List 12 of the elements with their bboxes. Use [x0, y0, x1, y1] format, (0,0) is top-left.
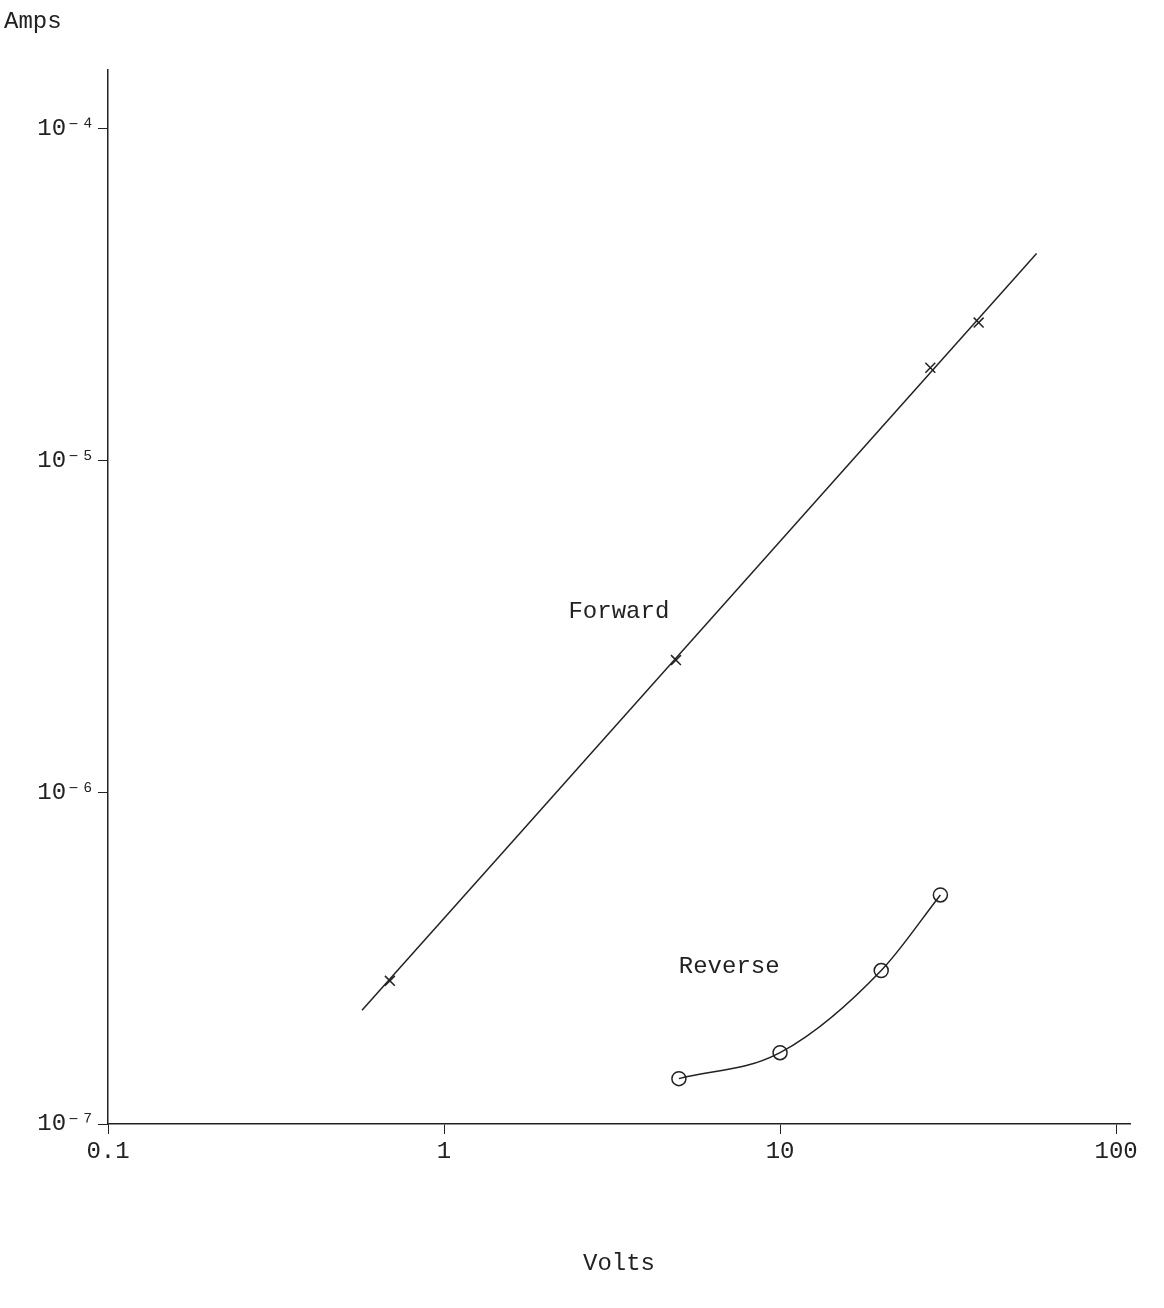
text: Reverse: [678, 953, 780, 981]
y-tick-label: 10⁻⁵: [37, 446, 95, 474]
x-tick-label: 0.1: [86, 1137, 130, 1165]
series-label: Forward: [568, 598, 670, 626]
y-tick-label: 10⁻⁶: [37, 778, 95, 806]
x-tick-label: 100: [1094, 1137, 1138, 1165]
x-tick-label: 1: [436, 1137, 452, 1165]
x-tick-label: 10: [765, 1137, 795, 1165]
y-tick-label: 10⁻⁴: [37, 114, 95, 142]
y-tick-label: 10⁻⁷: [37, 1110, 95, 1138]
y-axis-title: Amps: [4, 8, 62, 36]
x-axis-title: Volts: [582, 1250, 656, 1278]
